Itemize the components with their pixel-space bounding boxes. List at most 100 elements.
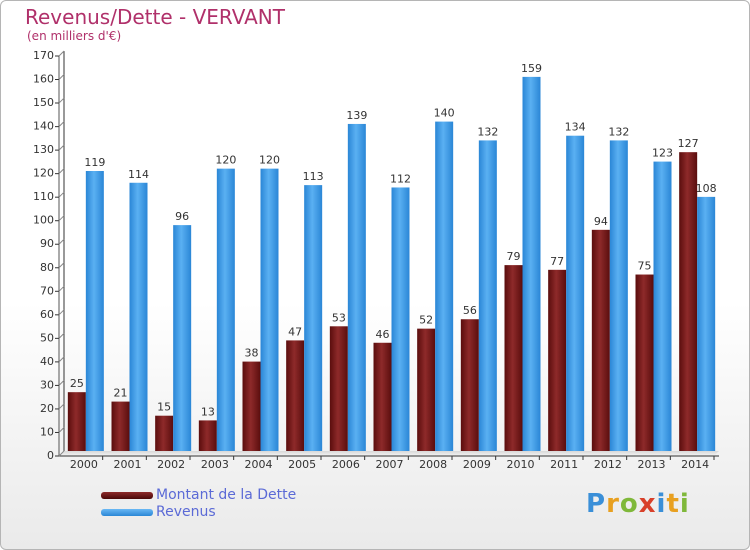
debt-bar: [329, 326, 348, 451]
y-tick-depth: [58, 144, 65, 151]
debt-bar: [198, 420, 217, 451]
debt-bar: [679, 152, 698, 452]
revenue-value-label: 113: [303, 170, 324, 183]
debt-value-label: 53: [332, 311, 346, 324]
y-tick-depth: [58, 215, 65, 222]
x-tick-label: 2001: [114, 458, 142, 471]
debt-value-label: 38: [245, 347, 259, 360]
debt-value-label: 75: [638, 260, 652, 273]
x-tick-label: 2012: [594, 458, 622, 471]
revenue-bar: [697, 196, 716, 451]
logo-letter: t: [666, 489, 680, 519]
revenue-value-label: 96: [175, 210, 189, 223]
debt-bar: [548, 269, 567, 451]
debt-bar: [373, 342, 392, 451]
x-tick-label: 2009: [463, 458, 491, 471]
revenue-value-label: 140: [434, 107, 455, 120]
revenue-value-label: 139: [346, 109, 367, 122]
y-tick-label: 120: [33, 167, 54, 180]
y-tick-label: 150: [33, 96, 54, 109]
debt-bar: [417, 328, 436, 451]
revenue-bar: [85, 171, 104, 451]
x-tick-label: 2005: [288, 458, 316, 471]
revenue-value-label: 132: [608, 125, 629, 138]
y-tick-depth: [58, 168, 65, 175]
revenue-bar: [435, 121, 454, 452]
y-tick-label: 90: [40, 237, 54, 250]
x-tick-label: 2002: [157, 458, 185, 471]
revenue-bar: [304, 185, 323, 451]
x-tick-label: 2000: [70, 458, 98, 471]
chart-axes: 0 10 20 30 40 50 60 70 80 90 100 110 120 130 140 150 160…: [33, 49, 719, 471]
logo-letter: P: [586, 489, 607, 519]
debt-value-label: 52: [419, 314, 433, 327]
x-tick-label: 2010: [507, 458, 535, 471]
debt-value-label: 47: [288, 325, 302, 338]
y-tick-depth: [58, 380, 65, 386]
y-tick-depth: [58, 97, 65, 104]
legend-swatch-debt: [101, 492, 153, 499]
revenue-bar: [522, 76, 541, 451]
debt-value-label: 127: [678, 137, 699, 150]
x-tick-label: 2003: [201, 458, 229, 471]
y-tick-depth: [58, 403, 65, 410]
debt-bar: [460, 319, 479, 451]
y-tick-depth: [58, 332, 65, 339]
y-tick-depth: [58, 450, 65, 457]
y-tick-label: 140: [33, 120, 54, 133]
y-tick-label: 10: [40, 425, 54, 438]
revenue-bar: [260, 168, 279, 451]
revenue-value-label: 120: [259, 154, 280, 167]
debt-bar: [242, 361, 261, 451]
revenue-value-label: 114: [128, 168, 149, 181]
debt-bar: [591, 229, 610, 451]
y-tick-label: 20: [40, 402, 54, 415]
y-tick-label: 170: [33, 49, 54, 62]
y-tick-label: 60: [40, 308, 54, 321]
revenue-value-label: 123: [652, 147, 673, 160]
chart-title: Revenus/Dette - VERVANT: [25, 5, 285, 29]
debt-value-label: 13: [201, 405, 215, 418]
y-tick-label: 160: [33, 73, 54, 86]
y-tick-depth: [58, 262, 65, 269]
y-tick-depth: [58, 309, 65, 316]
proxiti-logo: Proxiti: [586, 489, 690, 519]
revenue-bar: [566, 135, 585, 452]
y-tick-label: 80: [40, 261, 54, 274]
chart-floor: [59, 451, 719, 456]
y-tick-label: 40: [40, 355, 54, 368]
debt-value-label: 77: [550, 255, 564, 268]
x-tick-label: 2006: [332, 458, 360, 471]
legend-swatch-revenue: [101, 509, 153, 516]
debt-value-label: 21: [114, 387, 128, 400]
revenue-value-label: 119: [84, 156, 105, 169]
y-tick-label: 100: [33, 214, 54, 227]
revenue-value-label: 159: [521, 62, 542, 75]
y-tick-label: 30: [40, 378, 54, 391]
debt-bar: [286, 340, 305, 451]
revenue-value-label: 112: [390, 172, 411, 185]
logo-letter: i: [679, 489, 690, 519]
revenue-bar: [609, 140, 628, 452]
y-tick-label: 110: [33, 190, 54, 203]
y-tick-depth: [58, 191, 65, 198]
revenue-value-label: 108: [696, 182, 717, 195]
revenue-value-label: 134: [565, 121, 586, 134]
y-tick-depth: [58, 356, 65, 363]
y-tick-label: 70: [40, 284, 54, 297]
y-tick-label: 130: [33, 143, 54, 156]
legend-label-debt: Montant de la Dette: [156, 487, 297, 503]
revenue-value-label: 132: [477, 125, 498, 138]
chart-data-labels: 25 119 21 114 15 96 13 120 38 120 47 113 53 139 46 112 5…: [70, 62, 717, 419]
chart-bars: [67, 76, 716, 452]
y-tick-label: 50: [40, 331, 54, 344]
y-tick-label: 0: [47, 449, 54, 462]
legend-label-revenue: Revenus: [156, 504, 216, 520]
y-tick-depth: [58, 74, 65, 80]
revenue-value-label: 120: [215, 154, 236, 167]
revenue-bar: [391, 187, 410, 451]
debt-value-label: 15: [157, 401, 171, 414]
revenue-bar: [129, 182, 148, 451]
